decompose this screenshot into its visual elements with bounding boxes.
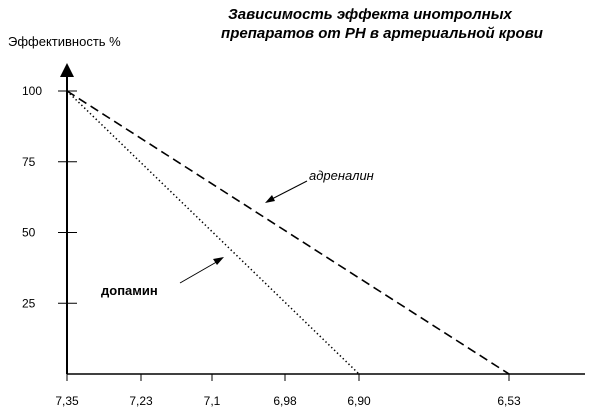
y-axis-arrowhead (60, 63, 74, 77)
y-tick-label: 25 (22, 296, 36, 310)
y-ticks-group: 25 50 75 100 (22, 84, 77, 310)
series-group (66, 90, 510, 375)
adrenaline-series-point (508, 373, 510, 375)
dopamine-series-point (66, 90, 68, 92)
dopamine-series-point (358, 373, 360, 375)
adrenaline-series-line (66, 90, 510, 375)
adrenaline-annotation-label: адреналин (309, 168, 374, 183)
y-tick-label: 75 (22, 155, 36, 169)
chart-title-line-1: Зависимость эффекта инотролных (228, 6, 512, 23)
x-ticks-group: 7,35 7,23 7,1 6,98 6,90 6,53 (55, 374, 521, 408)
x-tick-label: 7,1 (204, 394, 221, 408)
adrenaline-annotation-pointer (267, 180, 308, 202)
dopamine-series-line (66, 90, 360, 375)
dopamine-annotation-arrowhead (213, 257, 224, 265)
y-axis-label: Эффективность % (8, 34, 121, 49)
dopamine-annotation-label: допамин (101, 283, 158, 298)
y-tick-label: 50 (22, 226, 36, 240)
dopamine-annotation-pointer (179, 259, 221, 284)
x-tick-label: 6,90 (347, 394, 371, 408)
x-tick-label: 7,35 (55, 394, 79, 408)
chart-title-line-2: препаратов от РН в артериальной крови (221, 25, 543, 42)
x-tick-label: 6,53 (497, 394, 521, 408)
x-tick-label: 7,23 (129, 394, 153, 408)
y-tick-label: 100 (22, 84, 42, 98)
x-tick-label: 6,98 (273, 394, 297, 408)
adrenaline-annotation-arrowhead (265, 195, 275, 203)
